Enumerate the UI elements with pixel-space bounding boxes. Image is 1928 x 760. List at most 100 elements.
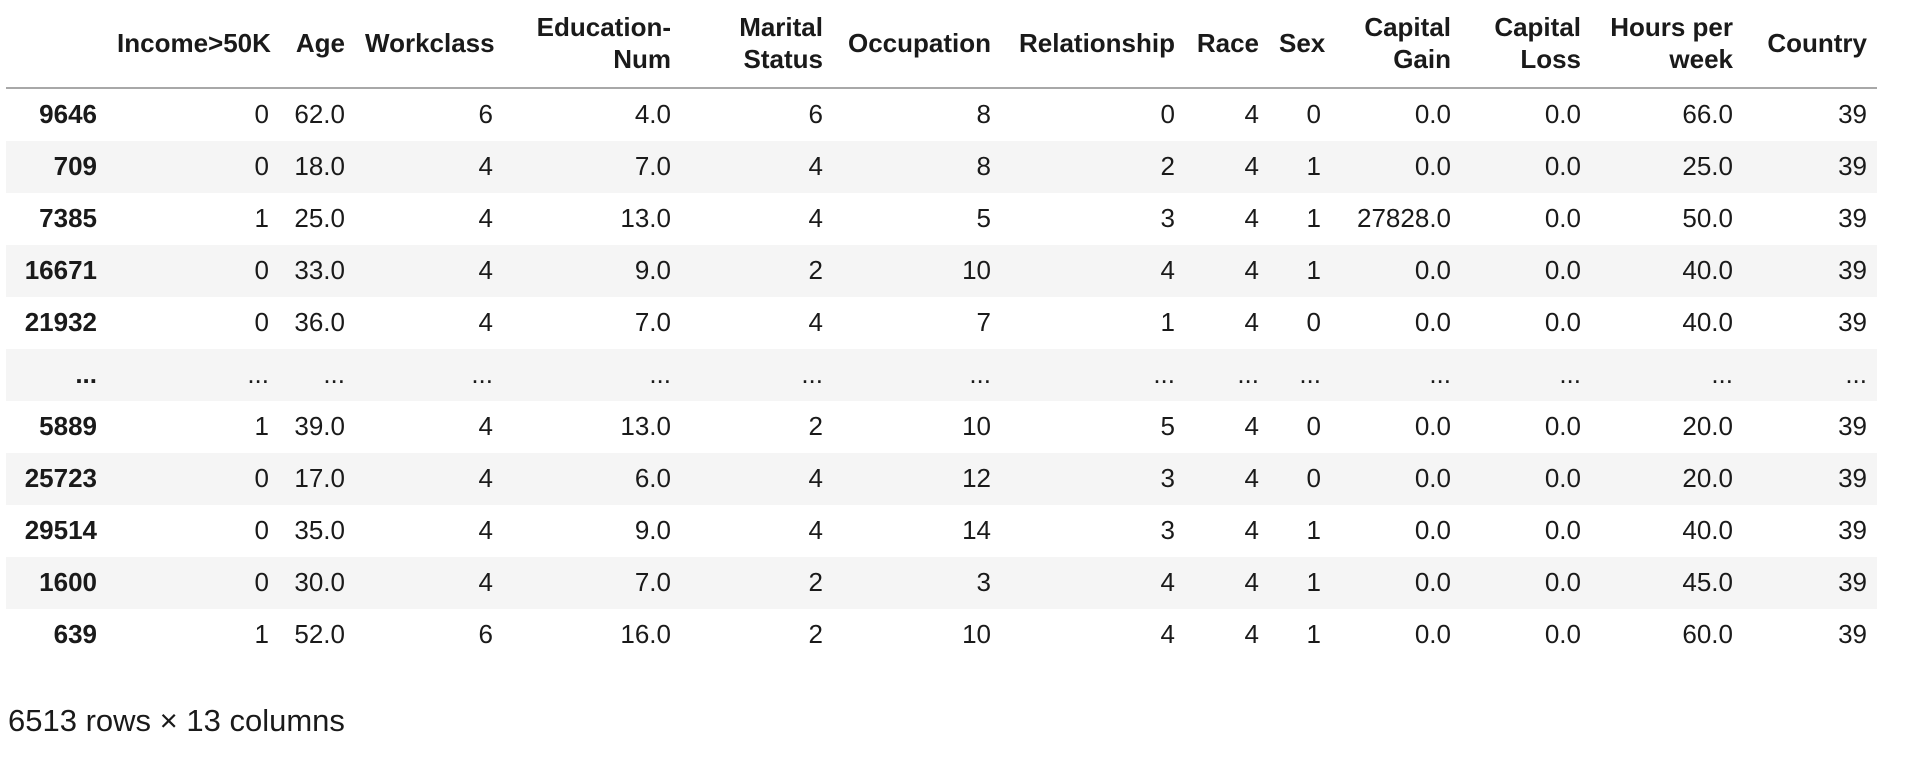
table-cell: 4 [1244, 619, 1259, 650]
table-cell: 0.0 [1544, 255, 1581, 286]
column-header: Occupation [833, 0, 1001, 89]
table-row: 16671 0 33.0 4 9.0 2 10 4 4 1 0.0 0.0 40.0 39 [6, 245, 1877, 297]
table-cell: 5 [1160, 411, 1175, 442]
table-cell: 1 [1306, 515, 1321, 546]
table-cell: ... [471, 359, 493, 390]
column-header: Country [1743, 0, 1877, 89]
table-cell: 25.0 [294, 203, 345, 234]
table-cell: 45.0 [1682, 567, 1733, 598]
table-cell: 20.0 [1682, 411, 1733, 442]
table-cell: 0.0 [1414, 567, 1451, 598]
table-cell: 0 [254, 463, 269, 494]
table-cell: 14 [962, 515, 991, 546]
row-index: 5889 [39, 411, 97, 442]
table-cell: 4 [808, 307, 823, 338]
column-header: Hours per week [1591, 0, 1743, 89]
table-cell: 2 [808, 255, 823, 286]
table-cell: 0.0 [1544, 203, 1581, 234]
shape-summary: 6513 rows × 13 columns [8, 703, 345, 738]
table-cell: 0.0 [1414, 99, 1451, 130]
row-index: 709 [53, 151, 97, 182]
table-cell: 1 [1306, 151, 1321, 182]
table-cell: 39 [1838, 307, 1867, 338]
table-cell: 4 [808, 203, 823, 234]
table-cell: 0 [254, 151, 269, 182]
table-cell: 13.0 [620, 203, 671, 234]
table-cell: ... [969, 359, 991, 390]
table-cell: 0.0 [1544, 411, 1581, 442]
table-cell: 0 [1160, 99, 1175, 130]
row-index: 7385 [39, 203, 97, 234]
table-body: 9646 0 62.0 6 4.0 6 8 0 4 0 0.0 0.0 66.0 39 709 0 18.0 4 7… [6, 88, 1877, 661]
table-header: Income>50K Age Workclass Education- Num Mari… [6, 0, 1877, 89]
row-index: 639 [53, 619, 97, 650]
table-cell: 0.0 [1414, 255, 1451, 286]
table-cell: ... [649, 359, 671, 390]
table-row: 639 1 52.0 6 16.0 2 10 4 4 1 0.0 0.0 60.0 39 [6, 609, 1877, 661]
table-cell: 0.0 [1544, 515, 1581, 546]
table-cell: 0.0 [1414, 463, 1451, 494]
table-cell: 4 [478, 567, 493, 598]
table-cell: 36.0 [294, 307, 345, 338]
index-column-header [6, 0, 107, 89]
header-row: Income>50K Age Workclass Education- Num Mari… [6, 0, 1877, 89]
table-cell: 33.0 [294, 255, 345, 286]
table-cell: 39.0 [294, 411, 345, 442]
table-cell: 1 [254, 411, 269, 442]
dataframe-output: Income>50K Age Workclass Education- Num Mari… [6, 0, 1877, 738]
table-cell: 4 [1244, 463, 1259, 494]
table-cell: 52.0 [294, 619, 345, 650]
table-cell: 8 [976, 99, 991, 130]
table-cell: 2 [808, 411, 823, 442]
table-cell: 40.0 [1682, 255, 1733, 286]
table-cell: 0.0 [1414, 307, 1451, 338]
table-cell: 1 [254, 619, 269, 650]
column-header: Race [1185, 0, 1269, 89]
table-cell: ... [1711, 359, 1733, 390]
table-cell: 6 [478, 619, 493, 650]
table-cell: 1 [1160, 307, 1175, 338]
table-cell: 4 [1244, 255, 1259, 286]
table-cell: 25.0 [1682, 151, 1733, 182]
table-cell: 0.0 [1544, 99, 1581, 130]
table-cell: 62.0 [294, 99, 345, 130]
table-cell: 30.0 [294, 567, 345, 598]
table-cell: 6.0 [634, 463, 671, 494]
table-row: 21932 0 36.0 4 7.0 4 7 1 4 0 0.0 0.0 40.0 39 [6, 297, 1877, 349]
table-cell: 39 [1838, 99, 1867, 130]
table-cell: 4 [478, 203, 493, 234]
table-cell: 2 [808, 619, 823, 650]
table-cell: ... [1237, 359, 1259, 390]
column-header: Capital Loss [1461, 0, 1591, 89]
table-cell: 4 [1244, 203, 1259, 234]
table-cell: 4 [478, 307, 493, 338]
table-cell: 0 [254, 567, 269, 598]
table-cell: 16.0 [620, 619, 671, 650]
table-cell: ... [1299, 359, 1321, 390]
row-index: 29514 [24, 515, 97, 546]
table-cell: 4 [478, 463, 493, 494]
table-row: 709 0 18.0 4 7.0 4 8 2 4 1 0.0 0.0 25.0 39 [6, 141, 1877, 193]
table-cell: 39 [1838, 515, 1867, 546]
column-header: Workclass [355, 0, 503, 89]
table-cell: 1 [1306, 203, 1321, 234]
table-cell: 35.0 [294, 515, 345, 546]
table-cell: 4 [1244, 515, 1259, 546]
table-row: 25723 0 17.0 4 6.0 4 12 3 4 0 0.0 0.0 20.0 39 [6, 453, 1877, 505]
table-cell: 4 [1244, 567, 1259, 598]
table-cell: 1 [1306, 567, 1321, 598]
table-cell: 4 [808, 151, 823, 182]
table-row: 29514 0 35.0 4 9.0 4 14 3 4 1 0.0 0.0 40.0 39 [6, 505, 1877, 557]
table-cell: 0.0 [1544, 567, 1581, 598]
column-header: Sex [1269, 0, 1331, 89]
table-cell: 18.0 [294, 151, 345, 182]
row-index: ... [75, 359, 97, 390]
table-cell: 7 [976, 307, 991, 338]
table-cell: 4 [808, 515, 823, 546]
row-index: 1600 [39, 567, 97, 598]
table-cell: 9.0 [634, 515, 671, 546]
table-cell: 0 [1306, 99, 1321, 130]
table-cell: 10 [962, 619, 991, 650]
table-cell: 4 [1244, 99, 1259, 130]
table-cell: 3 [1160, 515, 1175, 546]
